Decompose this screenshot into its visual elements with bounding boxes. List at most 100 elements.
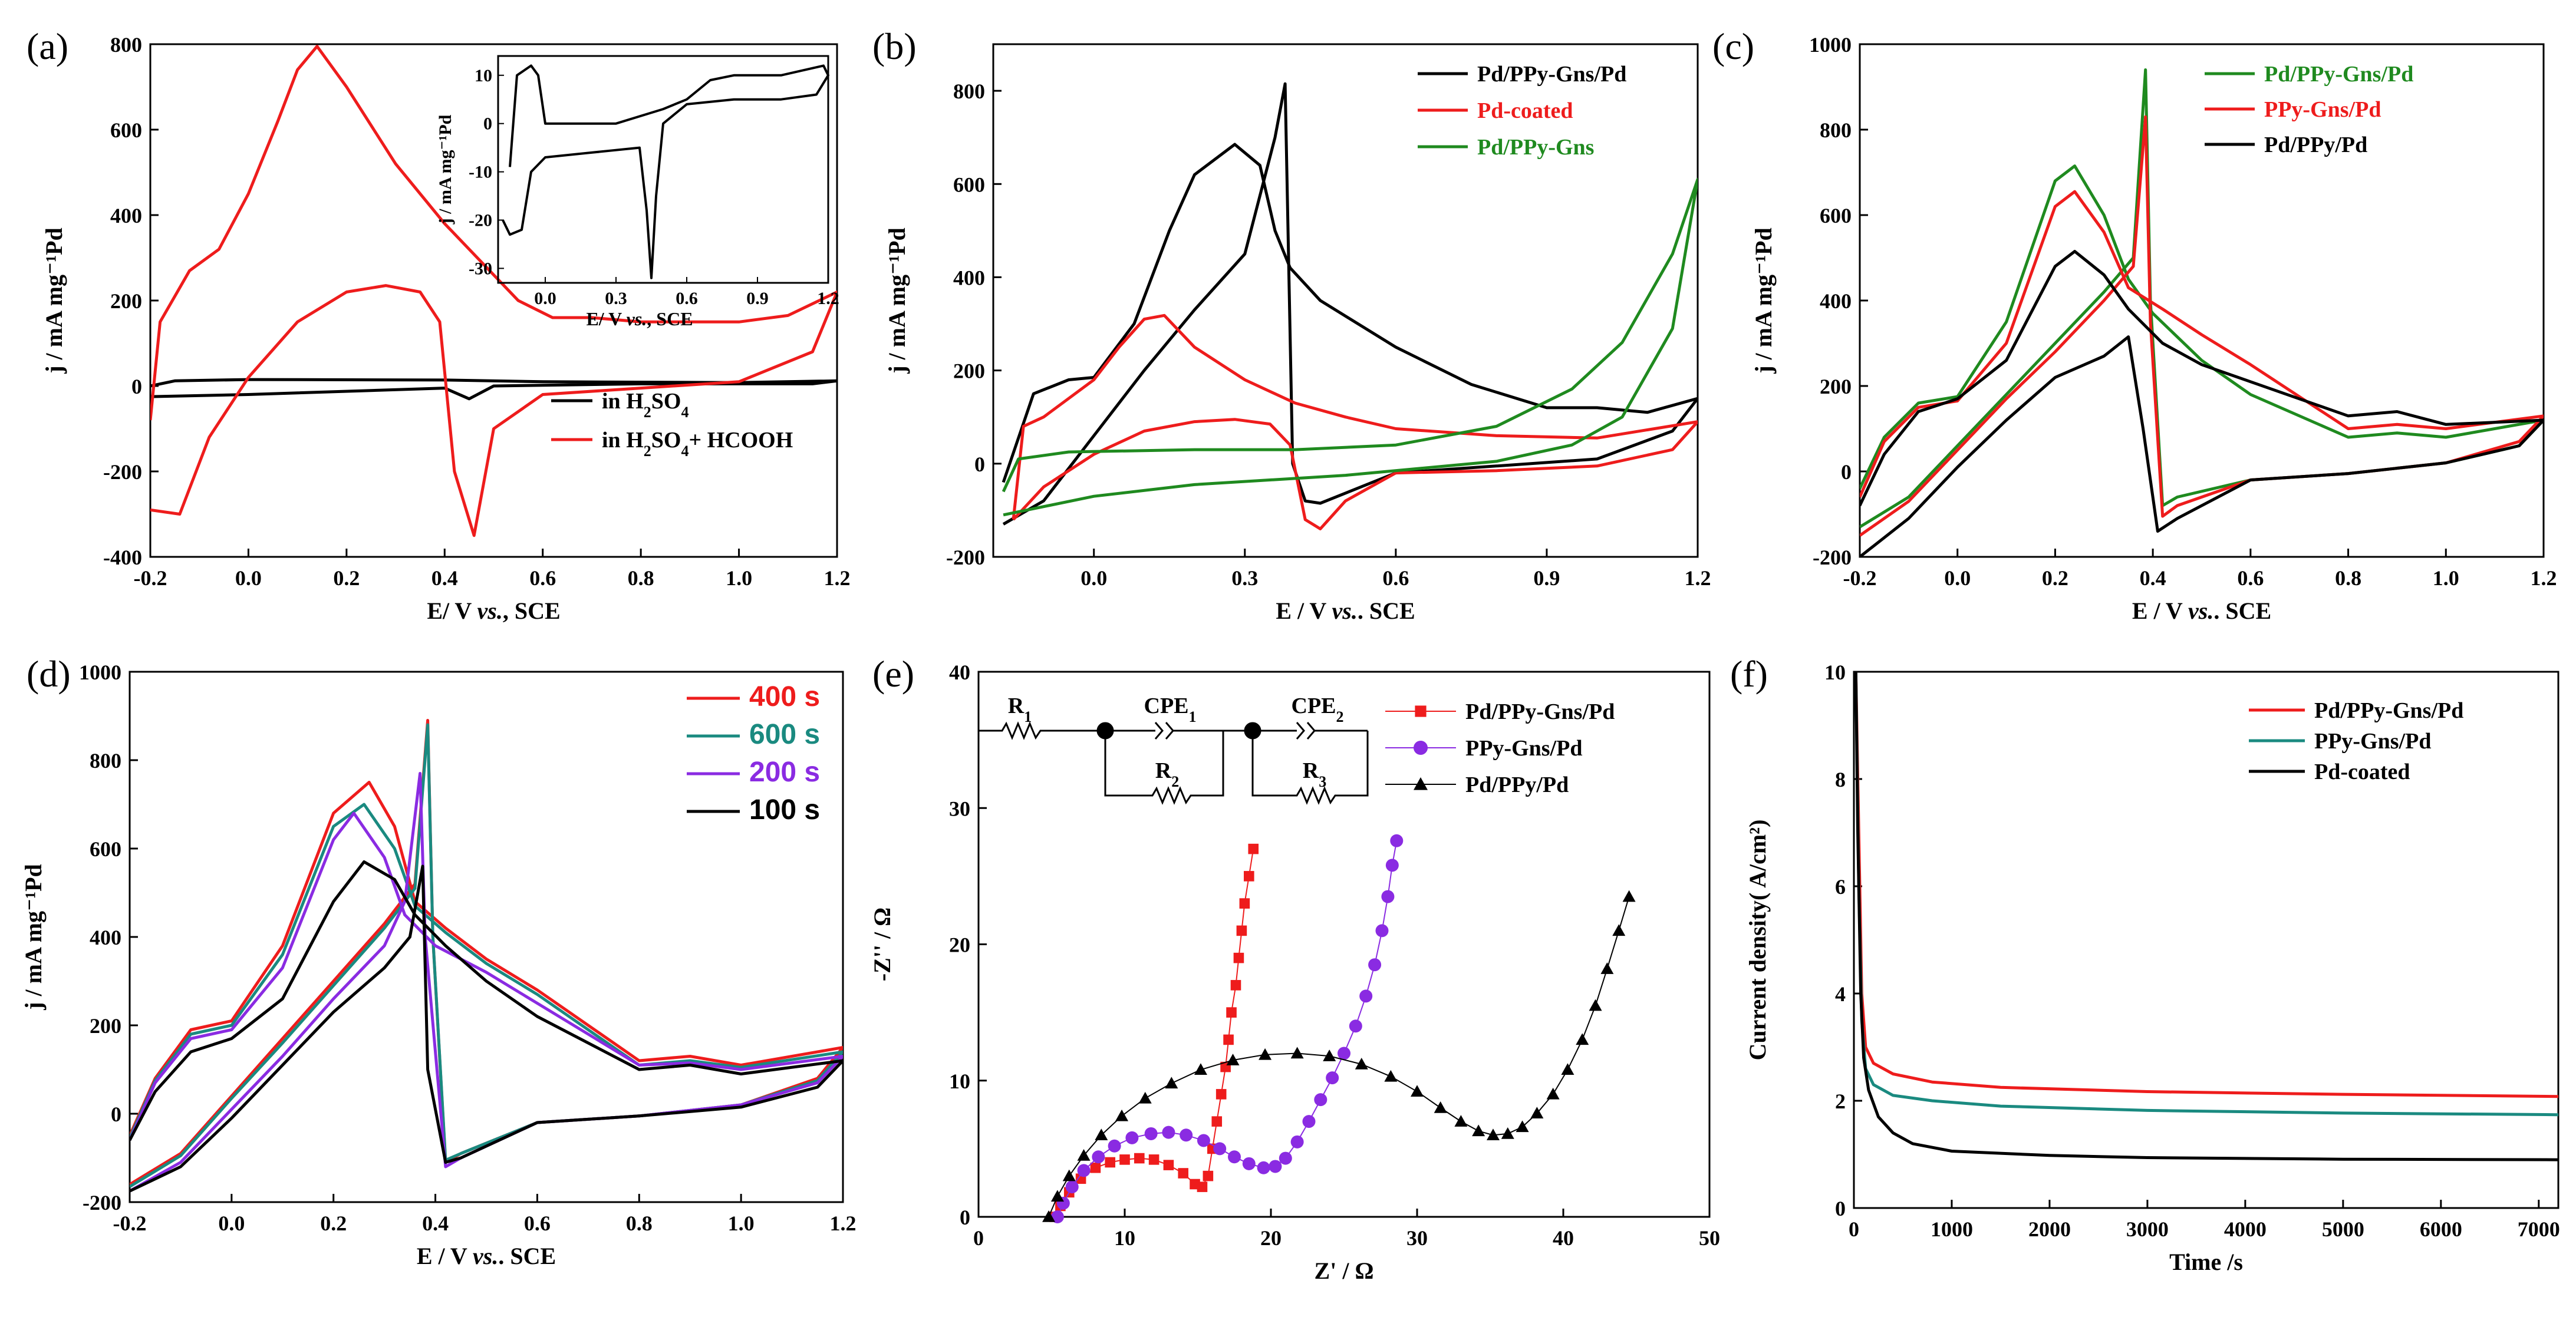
x-axis-label: E / V vs.. SCE (1276, 598, 1415, 624)
x-tick-label: 0.4 (431, 566, 458, 590)
marker-square (1248, 843, 1259, 854)
legend-label: in H2SO4 (602, 389, 689, 421)
marker-triangle (1486, 1128, 1500, 1141)
legend-label: Pd-coated (2314, 760, 2410, 784)
legend-label: in H2SO4+ HCOOH (602, 428, 793, 460)
x-tick-label: 0.8 (626, 1212, 653, 1235)
marker-circle (1050, 1210, 1064, 1223)
r3-resistor (1251, 731, 1369, 805)
y-tick-label: 1000 (1809, 33, 1852, 57)
plot-frame (992, 43, 1699, 558)
y-tick-label: 40 (949, 661, 970, 684)
y-tick-label: 200 (1820, 375, 1852, 398)
marker-triangle (1600, 962, 1614, 974)
x-tick-label: 1.2 (830, 1212, 857, 1235)
y-axis-label: j / mA mg⁻¹Pd (20, 864, 47, 1011)
marker-triangle (1622, 890, 1636, 902)
inset-x-label: E/ V vs., SCE (586, 308, 693, 329)
marker-circle (1197, 1134, 1210, 1147)
plot-frame (977, 671, 1711, 1218)
marker-triangle (1323, 1049, 1336, 1061)
marker-triangle (1194, 1063, 1207, 1075)
inset-y-tick-label: -10 (469, 163, 492, 182)
y-tick-label: 400 (90, 926, 121, 949)
legend-label: PPy-Gns/Pd (2314, 729, 2431, 754)
legend-entry: in H2SO4+ HCOOH (551, 428, 793, 460)
marker-square (1236, 925, 1247, 936)
panel-a: (a)-0.2 0.0 0.2 0.4 0.6 0.8 1.0 1.2-400-2000200… (27, 25, 851, 624)
r1-resistor (979, 721, 1102, 740)
marker-triangle (1259, 1048, 1272, 1060)
legend-label: Pd/PPy-Gns/Pd (1477, 62, 1626, 87)
x-tick-label: 7000 (2518, 1217, 2560, 1241)
y-tick-label: -200 (1813, 546, 1852, 569)
series-line-0 (1860, 68, 2544, 529)
y-tick-label: 0 (974, 453, 985, 476)
y-tick-label: 200 (90, 1014, 121, 1038)
y-tick-label: 400 (110, 204, 142, 227)
marker-square (1211, 1116, 1223, 1127)
panel-e: (e) 0 10 20 30 40 50 0 10 20 30 40 Z' / Ω -Z'' / Ω Pd/… (869, 653, 1720, 1284)
x-axis-label: Z' / Ω (1315, 1258, 1374, 1284)
marker-circle (1359, 989, 1373, 1003)
inset-x-tick-label: 0.3 (605, 289, 627, 308)
plot-frame (149, 43, 838, 558)
y-tick-label: 10 (949, 1070, 970, 1093)
marker-square (1203, 1170, 1214, 1181)
legend-label: Pd/PPy/Pd (2264, 133, 2367, 157)
y-axis-label: -Z'' / Ω (869, 907, 895, 981)
y-tick-label: 600 (90, 837, 121, 861)
legend-entry: in H2SO4 (551, 389, 689, 421)
series-0 (1049, 843, 1259, 1222)
marker-triangle (1165, 1077, 1178, 1089)
plot-frame (129, 671, 844, 1203)
x-axis-label: E / V vs.. SCE (2132, 598, 2271, 624)
panel-label: (b) (872, 25, 917, 67)
x-tick-label: 0.2 (320, 1212, 347, 1235)
marker-square (1215, 1089, 1227, 1100)
marker-circle (1242, 1157, 1256, 1170)
marker-triangle (1576, 1033, 1589, 1045)
panel-f: (f) 0 1000 2000 3000 4000 5000 6000 7000 0 2 4 6 8 10 T… (1730, 653, 2560, 1275)
equivalent-circuit (979, 721, 1369, 805)
series-line-2 (1002, 177, 1698, 517)
y-tick-label: 0 (1835, 1197, 1846, 1220)
marker-triangle (1050, 1190, 1064, 1202)
x-tick-label: 6000 (2420, 1217, 2462, 1241)
r1-label: R1 (1008, 694, 1032, 725)
x-tick-label: 1.2 (824, 566, 851, 590)
marker-square (1239, 898, 1250, 909)
marker-triangle (1384, 1070, 1398, 1082)
legend-entry: Pd/PPy-Gns/Pd (1418, 62, 1626, 87)
legend-label: PPy-Gns/Pd (2264, 97, 2381, 122)
y-tick-label: 0 (111, 1103, 121, 1126)
marker-triangle (1414, 777, 1428, 790)
marker-square (1119, 1154, 1130, 1165)
inset-plot: 0.0 0.3 0.6 0.9 1.2 -30 -20 -10 0 10 E/ V vs., SCE… (436, 55, 839, 329)
marker-circle (1257, 1161, 1270, 1174)
series-line-1 (130, 723, 843, 1188)
x-tick-label: 1.0 (2433, 566, 2459, 590)
series-line-0 (130, 719, 843, 1186)
marker-triangle (1290, 1047, 1304, 1059)
y-tick-label: 20 (949, 933, 970, 957)
cpe1-label: CPE1 (1144, 694, 1197, 725)
legend-entry: 400 s (687, 681, 820, 712)
marker-circle (1290, 1135, 1304, 1148)
x-tick-label: 0.0 (235, 566, 262, 590)
series-line-0 (150, 378, 837, 401)
y-tick-label: 2 (1835, 1090, 1846, 1113)
x-tick-label: -0.2 (113, 1212, 147, 1235)
cpe2 (1260, 722, 1368, 740)
inset-y-tick-label: -20 (469, 211, 492, 230)
legend-label: Pd/PPy-Gns/Pd (1465, 699, 1615, 724)
legend-entry: Pd/PPy-Gns/Pd (2205, 62, 2413, 87)
marker-circle (1228, 1150, 1241, 1164)
marker-square (1090, 1162, 1101, 1173)
marker-square (1178, 1168, 1188, 1179)
legend-label: 600 s (749, 719, 820, 750)
legend-entry: PPy-Gns/Pd (1385, 736, 1582, 761)
y-tick-label: 400 (953, 266, 985, 289)
marker-triangle (1561, 1063, 1574, 1075)
legend-label: PPy-Gns/Pd (1465, 736, 1582, 761)
